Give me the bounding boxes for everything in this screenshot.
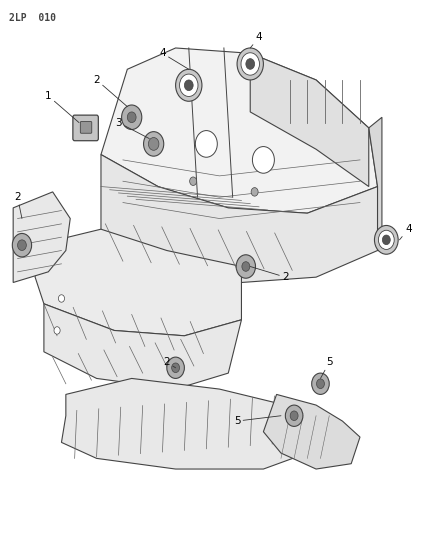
- Polygon shape: [101, 48, 377, 213]
- Circle shape: [179, 74, 198, 96]
- Circle shape: [54, 327, 60, 334]
- Text: 1: 1: [45, 91, 79, 123]
- Text: 4: 4: [159, 49, 188, 69]
- Text: 4: 4: [399, 224, 411, 240]
- Circle shape: [236, 255, 255, 278]
- Circle shape: [285, 405, 302, 426]
- Circle shape: [58, 295, 64, 302]
- Polygon shape: [44, 304, 241, 389]
- FancyBboxPatch shape: [73, 115, 98, 141]
- Circle shape: [184, 80, 193, 91]
- Polygon shape: [368, 117, 381, 251]
- Polygon shape: [250, 53, 368, 187]
- Circle shape: [121, 105, 141, 130]
- Text: 2: 2: [163, 358, 175, 368]
- Circle shape: [378, 230, 393, 249]
- Circle shape: [251, 188, 258, 196]
- Text: 2LP  010: 2LP 010: [9, 13, 56, 23]
- Circle shape: [316, 379, 324, 389]
- Circle shape: [143, 132, 163, 156]
- Polygon shape: [13, 192, 70, 282]
- Circle shape: [381, 235, 389, 245]
- Circle shape: [311, 373, 328, 394]
- Circle shape: [18, 240, 26, 251]
- Circle shape: [245, 59, 254, 69]
- Text: 3: 3: [115, 118, 149, 139]
- Circle shape: [237, 48, 263, 80]
- Circle shape: [189, 177, 196, 185]
- Circle shape: [127, 112, 136, 123]
- Text: 4: 4: [250, 33, 262, 48]
- Polygon shape: [101, 155, 377, 282]
- Circle shape: [166, 357, 184, 378]
- Circle shape: [241, 262, 249, 271]
- Text: 2: 2: [14, 192, 22, 219]
- Circle shape: [195, 131, 217, 157]
- Polygon shape: [35, 229, 241, 336]
- Text: 5: 5: [233, 416, 280, 426]
- Text: 2: 2: [250, 266, 288, 282]
- Circle shape: [374, 225, 397, 254]
- Text: 2: 2: [93, 75, 127, 107]
- Circle shape: [290, 411, 297, 421]
- FancyBboxPatch shape: [80, 122, 92, 133]
- Circle shape: [175, 69, 201, 101]
- Circle shape: [171, 363, 179, 373]
- Circle shape: [240, 53, 259, 75]
- Polygon shape: [61, 378, 315, 469]
- Polygon shape: [263, 394, 359, 469]
- Text: 5: 5: [320, 358, 332, 378]
- Circle shape: [12, 233, 32, 257]
- Circle shape: [148, 138, 159, 150]
- Circle shape: [252, 147, 274, 173]
